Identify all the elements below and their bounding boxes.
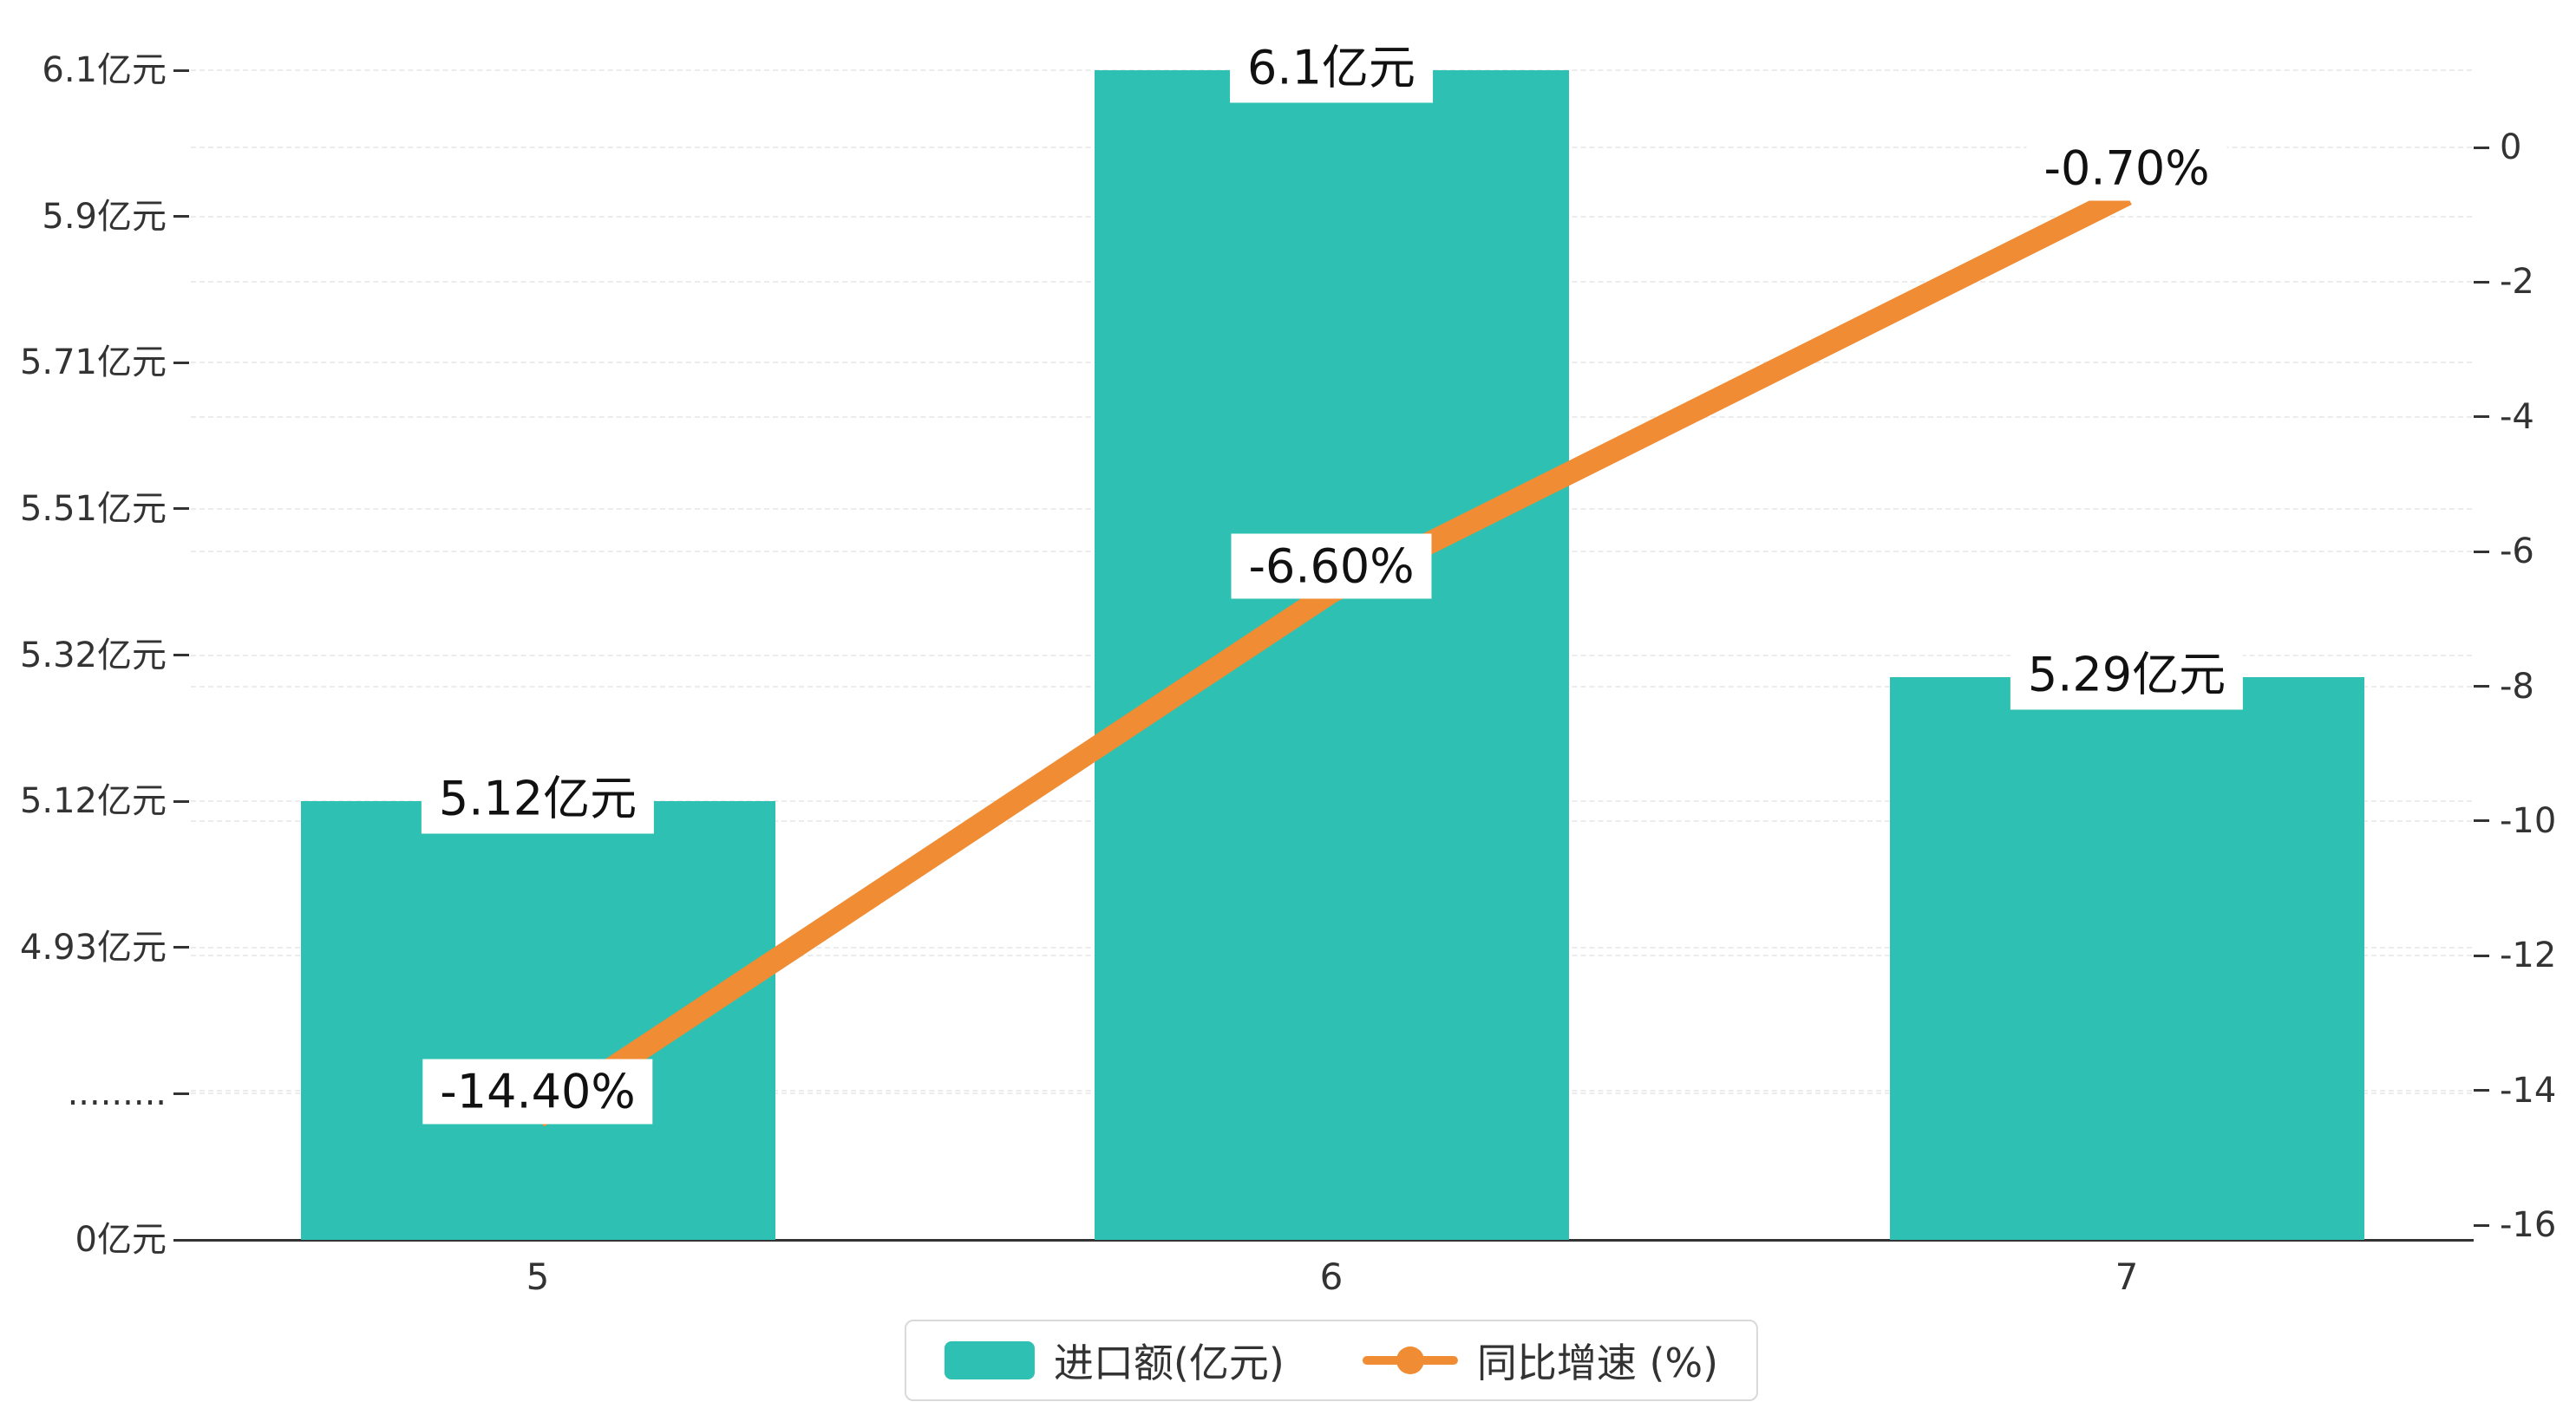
y-axis-right-tick-mark: [2474, 550, 2489, 553]
y-axis-left-tick-mark: [173, 799, 189, 803]
y-axis-right-tick-label: -12: [2500, 936, 2557, 976]
x-axis-tick-label: 7: [2115, 1255, 2139, 1298]
y-axis-right-tick-mark: [2474, 819, 2489, 823]
y-axis-left-tick-mark: [173, 507, 189, 511]
y-axis-right-tick-mark: [2474, 685, 2489, 688]
y-axis-left-tick-mark: [173, 654, 189, 656]
y-axis-left-tick-mark: [173, 946, 189, 949]
y-axis-right-tick-mark: [2474, 1223, 2489, 1227]
bar: [300, 801, 775, 1240]
y-axis-left-tick-label: 5.71亿元: [19, 342, 167, 383]
y-axis-left-tick-mark: [173, 68, 189, 72]
bar-value-label: 5.29亿元: [2010, 630, 2244, 710]
y-axis-right-tick-label: -4: [2500, 396, 2534, 437]
x-axis-line: [189, 1239, 2474, 1242]
y-axis-right-tick-mark: [2474, 415, 2489, 419]
line-series-marker-icon: [1362, 1341, 1458, 1379]
y-axis-left-tick-label: 5.12亿元: [19, 781, 167, 822]
y-axis-right-tick-mark: [2474, 954, 2489, 957]
bar-value-label: 5.12亿元: [421, 754, 655, 834]
legend-label-yoy-growth: 同比增速 (%): [1476, 1340, 1719, 1386]
y-axis-left-tick-label: 5.32亿元: [19, 635, 167, 675]
y-axis-left-tick-label: 5.51亿元: [19, 488, 167, 529]
bar-series-swatch-icon: [944, 1341, 1035, 1379]
legend-item-yoy-growth[interactable]: 同比增速 (%): [1362, 1332, 1719, 1389]
line-value-label: -0.70%: [2026, 135, 2227, 201]
y-axis-right-tick-label: -6: [2500, 531, 2534, 572]
legend: 进口额(亿元) 同比增速 (%): [904, 1320, 1759, 1401]
y-axis-left-tick-mark: [173, 361, 189, 364]
y-axis-left-tick-label: 5.9亿元: [42, 196, 167, 237]
y-axis-right-tick-label: -16: [2500, 1205, 2557, 1245]
x-axis-tick-label: 5: [526, 1255, 550, 1298]
y-axis-left-tick-label: 0亿元: [75, 1220, 167, 1260]
y-axis-right-tick-label: -10: [2500, 800, 2557, 841]
y-axis-left-tick-mark: [173, 1092, 189, 1095]
line-value-label: -6.60%: [1231, 533, 1432, 599]
y-axis-left-tick-mark: [173, 215, 189, 218]
y-axis-right-tick-mark: [2474, 280, 2489, 284]
y-axis-right-tick-label: 0: [2500, 127, 2522, 167]
bar: [1889, 676, 2364, 1240]
x-axis-tick-label: 6: [1319, 1255, 1344, 1298]
y-axis-right-tick-mark: [2474, 1089, 2489, 1092]
y-axis-right-tick-label: -2: [2500, 262, 2534, 303]
y-axis-left-tick-mark: [173, 1238, 189, 1242]
y-axis-right-tick-label: -14: [2500, 1070, 2557, 1111]
bar-value-label: 6.1亿元: [1230, 23, 1433, 103]
y-axis-right-tick-label: -8: [2500, 666, 2534, 707]
y-axis-right-tick-mark: [2474, 146, 2489, 149]
y-axis-left-tick-label: .........: [67, 1073, 167, 1114]
y-axis-left-tick-label: 4.93亿元: [19, 927, 167, 968]
legend-item-import-amount[interactable]: 进口额(亿元): [944, 1332, 1285, 1389]
line-value-label: -14.40%: [422, 1059, 653, 1125]
line-marker-dot: [1396, 1347, 1424, 1374]
legend-label-import-amount: 进口额(亿元): [1053, 1340, 1285, 1386]
y-axis-left-tick-label: 6.1亿元: [42, 50, 167, 90]
bar: [1094, 70, 1569, 1240]
